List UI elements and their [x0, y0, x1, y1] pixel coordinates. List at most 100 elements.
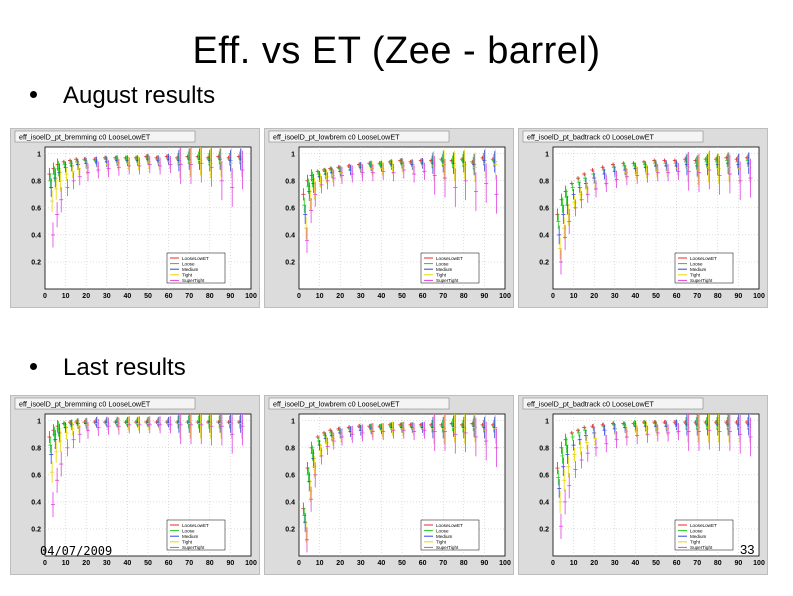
- y-tick-label: 1: [545, 151, 549, 158]
- data-point: [400, 159, 405, 173]
- legend-entry: Tight: [436, 540, 447, 545]
- data-point: [419, 158, 424, 166]
- x-tick-label: 80: [714, 293, 722, 300]
- data-point: [686, 414, 691, 451]
- x-tick-label: 20: [82, 293, 90, 300]
- data-point: [622, 162, 627, 170]
- data-point: [562, 469, 567, 492]
- data-point: [304, 217, 309, 240]
- plot-title-box: [522, 397, 704, 410]
- data-point: [623, 422, 628, 433]
- data-point: [746, 414, 751, 436]
- y-tick-label: 0.4: [31, 499, 41, 506]
- data-point: [452, 150, 457, 181]
- data-point: [349, 164, 354, 179]
- data-point: [555, 462, 560, 475]
- data-point: [645, 165, 650, 183]
- data-point: [491, 419, 496, 433]
- data-point: [612, 423, 617, 435]
- bullet-august: August results: [30, 82, 215, 110]
- x-tick-label: 80: [460, 560, 468, 567]
- data-point: [158, 416, 163, 434]
- data-point: [676, 423, 681, 441]
- data-point: [604, 174, 609, 193]
- legend-entry: Loose: [436, 528, 449, 533]
- data-point: [482, 416, 487, 439]
- data-point: [736, 153, 741, 176]
- data-point: [309, 197, 314, 224]
- data-point: [239, 147, 244, 177]
- x-tick-label: 40: [632, 560, 640, 567]
- x-tick-label: 70: [439, 560, 447, 567]
- data-point: [317, 171, 322, 183]
- data-point: [567, 208, 572, 234]
- x-tick-label: 30: [611, 560, 619, 567]
- x-tick-label: 70: [693, 293, 701, 300]
- data-point: [569, 181, 574, 186]
- data-point: [558, 249, 563, 275]
- data-point: [318, 173, 323, 188]
- legend-entry: SuperTight: [690, 545, 713, 550]
- data-point: [727, 414, 732, 451]
- legend-box: [674, 519, 734, 551]
- legend-entry: Loose: [182, 261, 195, 266]
- data-point: [715, 153, 720, 176]
- data-point: [198, 414, 203, 439]
- data-point: [562, 217, 567, 240]
- data-point: [430, 419, 434, 433]
- data-point: [635, 166, 640, 184]
- data-point: [412, 423, 417, 441]
- data-point: [330, 168, 335, 183]
- data-point: [77, 425, 82, 443]
- data-point: [583, 178, 588, 189]
- data-point: [461, 151, 466, 173]
- data-point: [68, 419, 73, 428]
- data-point: [557, 225, 562, 245]
- data-point: [421, 159, 426, 173]
- data-point: [116, 416, 120, 431]
- x-tick-label: 10: [570, 560, 578, 567]
- data-point: [737, 414, 742, 443]
- x-tick-label: 100: [753, 293, 765, 300]
- data-point: [748, 417, 753, 457]
- data-point: [634, 423, 639, 438]
- data-point: [451, 415, 456, 437]
- plot-title: eff_isoelD_pt_badtrack c0 LooseLowET: [527, 133, 655, 142]
- data-point: [430, 152, 435, 174]
- data-point: [94, 156, 99, 168]
- data-point: [350, 165, 355, 183]
- legend-entry: Medium: [690, 534, 707, 539]
- data-point: [442, 149, 447, 180]
- data-point: [95, 416, 100, 431]
- legend-entry: LooseLowET: [436, 523, 463, 528]
- x-tick-label: 40: [124, 293, 132, 300]
- x-tick-label: 30: [357, 293, 365, 300]
- y-tick-label: 0.2: [31, 526, 41, 533]
- x-tick-label: 70: [693, 560, 701, 567]
- data-point: [412, 165, 417, 183]
- data-point: [348, 426, 353, 437]
- data-point: [55, 420, 60, 433]
- data-point: [655, 164, 660, 182]
- x-tick-label: 60: [419, 293, 427, 300]
- data-point: [379, 160, 384, 172]
- y-tick-label: 0.6: [539, 472, 549, 479]
- x-tick-label: 0: [297, 560, 301, 567]
- data-point: [124, 155, 129, 163]
- data-point: [565, 445, 570, 464]
- data-point: [645, 425, 650, 443]
- data-point: [694, 156, 699, 170]
- x-tick-label: 50: [144, 293, 152, 300]
- data-point: [666, 424, 671, 442]
- data-point: [64, 426, 69, 440]
- data-point: [187, 148, 192, 170]
- data-point: [463, 414, 468, 453]
- data-point: [324, 435, 329, 450]
- data-point: [411, 421, 416, 436]
- data-point: [561, 205, 566, 224]
- y-tick-label: 0.4: [31, 232, 41, 239]
- data-point: [198, 147, 203, 176]
- x-tick-label: 90: [735, 293, 743, 300]
- legend-entry: SuperTight: [182, 278, 205, 283]
- data-point: [302, 197, 307, 213]
